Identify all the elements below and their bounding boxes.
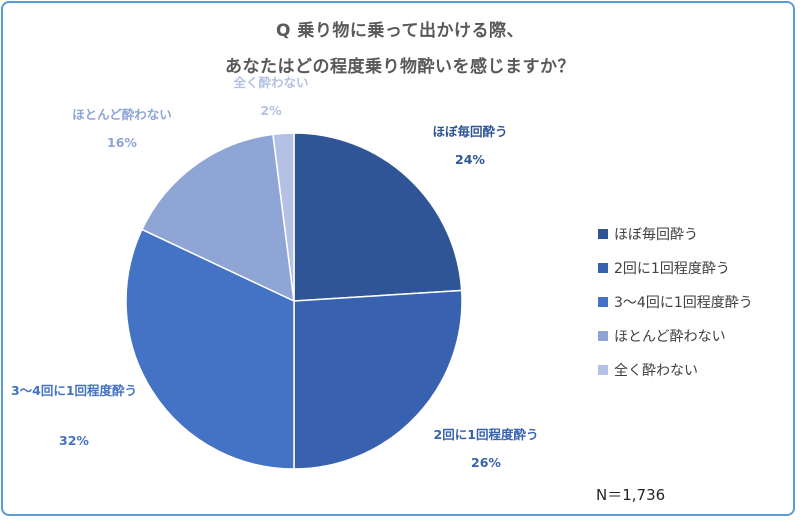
legend-label: 3〜4回に1回程度酔う [614, 295, 753, 311]
data-label-value: 16% [107, 135, 137, 150]
data-labels: ほぼ毎回酔う 24% 2回に1回程度酔う 26% 3〜4回に1回程度酔う 32% ほとんど酔… [11, 75, 539, 470]
chart-title-line-1: Q 乗り物に乗って出かける際、 [275, 21, 525, 41]
data-label-category: 2回に1回程度酔う [434, 427, 539, 442]
data-label-value: 26% [471, 455, 501, 470]
legend-label: ほぼ毎回酔う [614, 227, 698, 243]
data-label-category: 3〜4回に1回程度酔う [11, 383, 137, 398]
legend-label: 2回に1回程度酔う [614, 261, 730, 277]
legend-swatch [598, 331, 608, 341]
sample-size-note: N＝1,736 [596, 486, 666, 504]
data-label-category: ほとんど酔わない [72, 107, 172, 122]
legend-swatch [598, 365, 608, 375]
data-label-value: 24% [455, 152, 485, 167]
data-label: 全く酔わない 2% [232, 75, 308, 118]
data-label-value: 2% [260, 103, 282, 118]
data-label: ほとんど酔わない 16% [72, 107, 172, 150]
data-label: 2回に1回程度酔う 26% [434, 427, 539, 470]
data-label-category: ほぼ毎回酔う [432, 124, 507, 139]
chart-title-line-2: あなたはどの程度乗り物酔いを感じますか？ [225, 57, 575, 77]
legend-swatch [598, 297, 608, 307]
data-label: ほぼ毎回酔う 24% [432, 124, 507, 167]
legend-label: 全く酔わない [614, 362, 698, 379]
pie-slice [293, 132, 463, 302]
legend-label: ほとんど酔わない [614, 329, 726, 345]
pie-slice [293, 289, 463, 470]
data-label-category: 全く酔わない [232, 75, 308, 90]
pie-slices [125, 132, 463, 470]
data-label-value: 32% [59, 433, 89, 448]
data-label: 3〜4回に1回程度酔う 32% [11, 383, 137, 448]
pie-slice [125, 228, 295, 470]
legend-swatch [598, 263, 608, 273]
legend-swatch [598, 229, 608, 239]
pie-slice [272, 132, 295, 302]
pie-slice [140, 133, 295, 303]
